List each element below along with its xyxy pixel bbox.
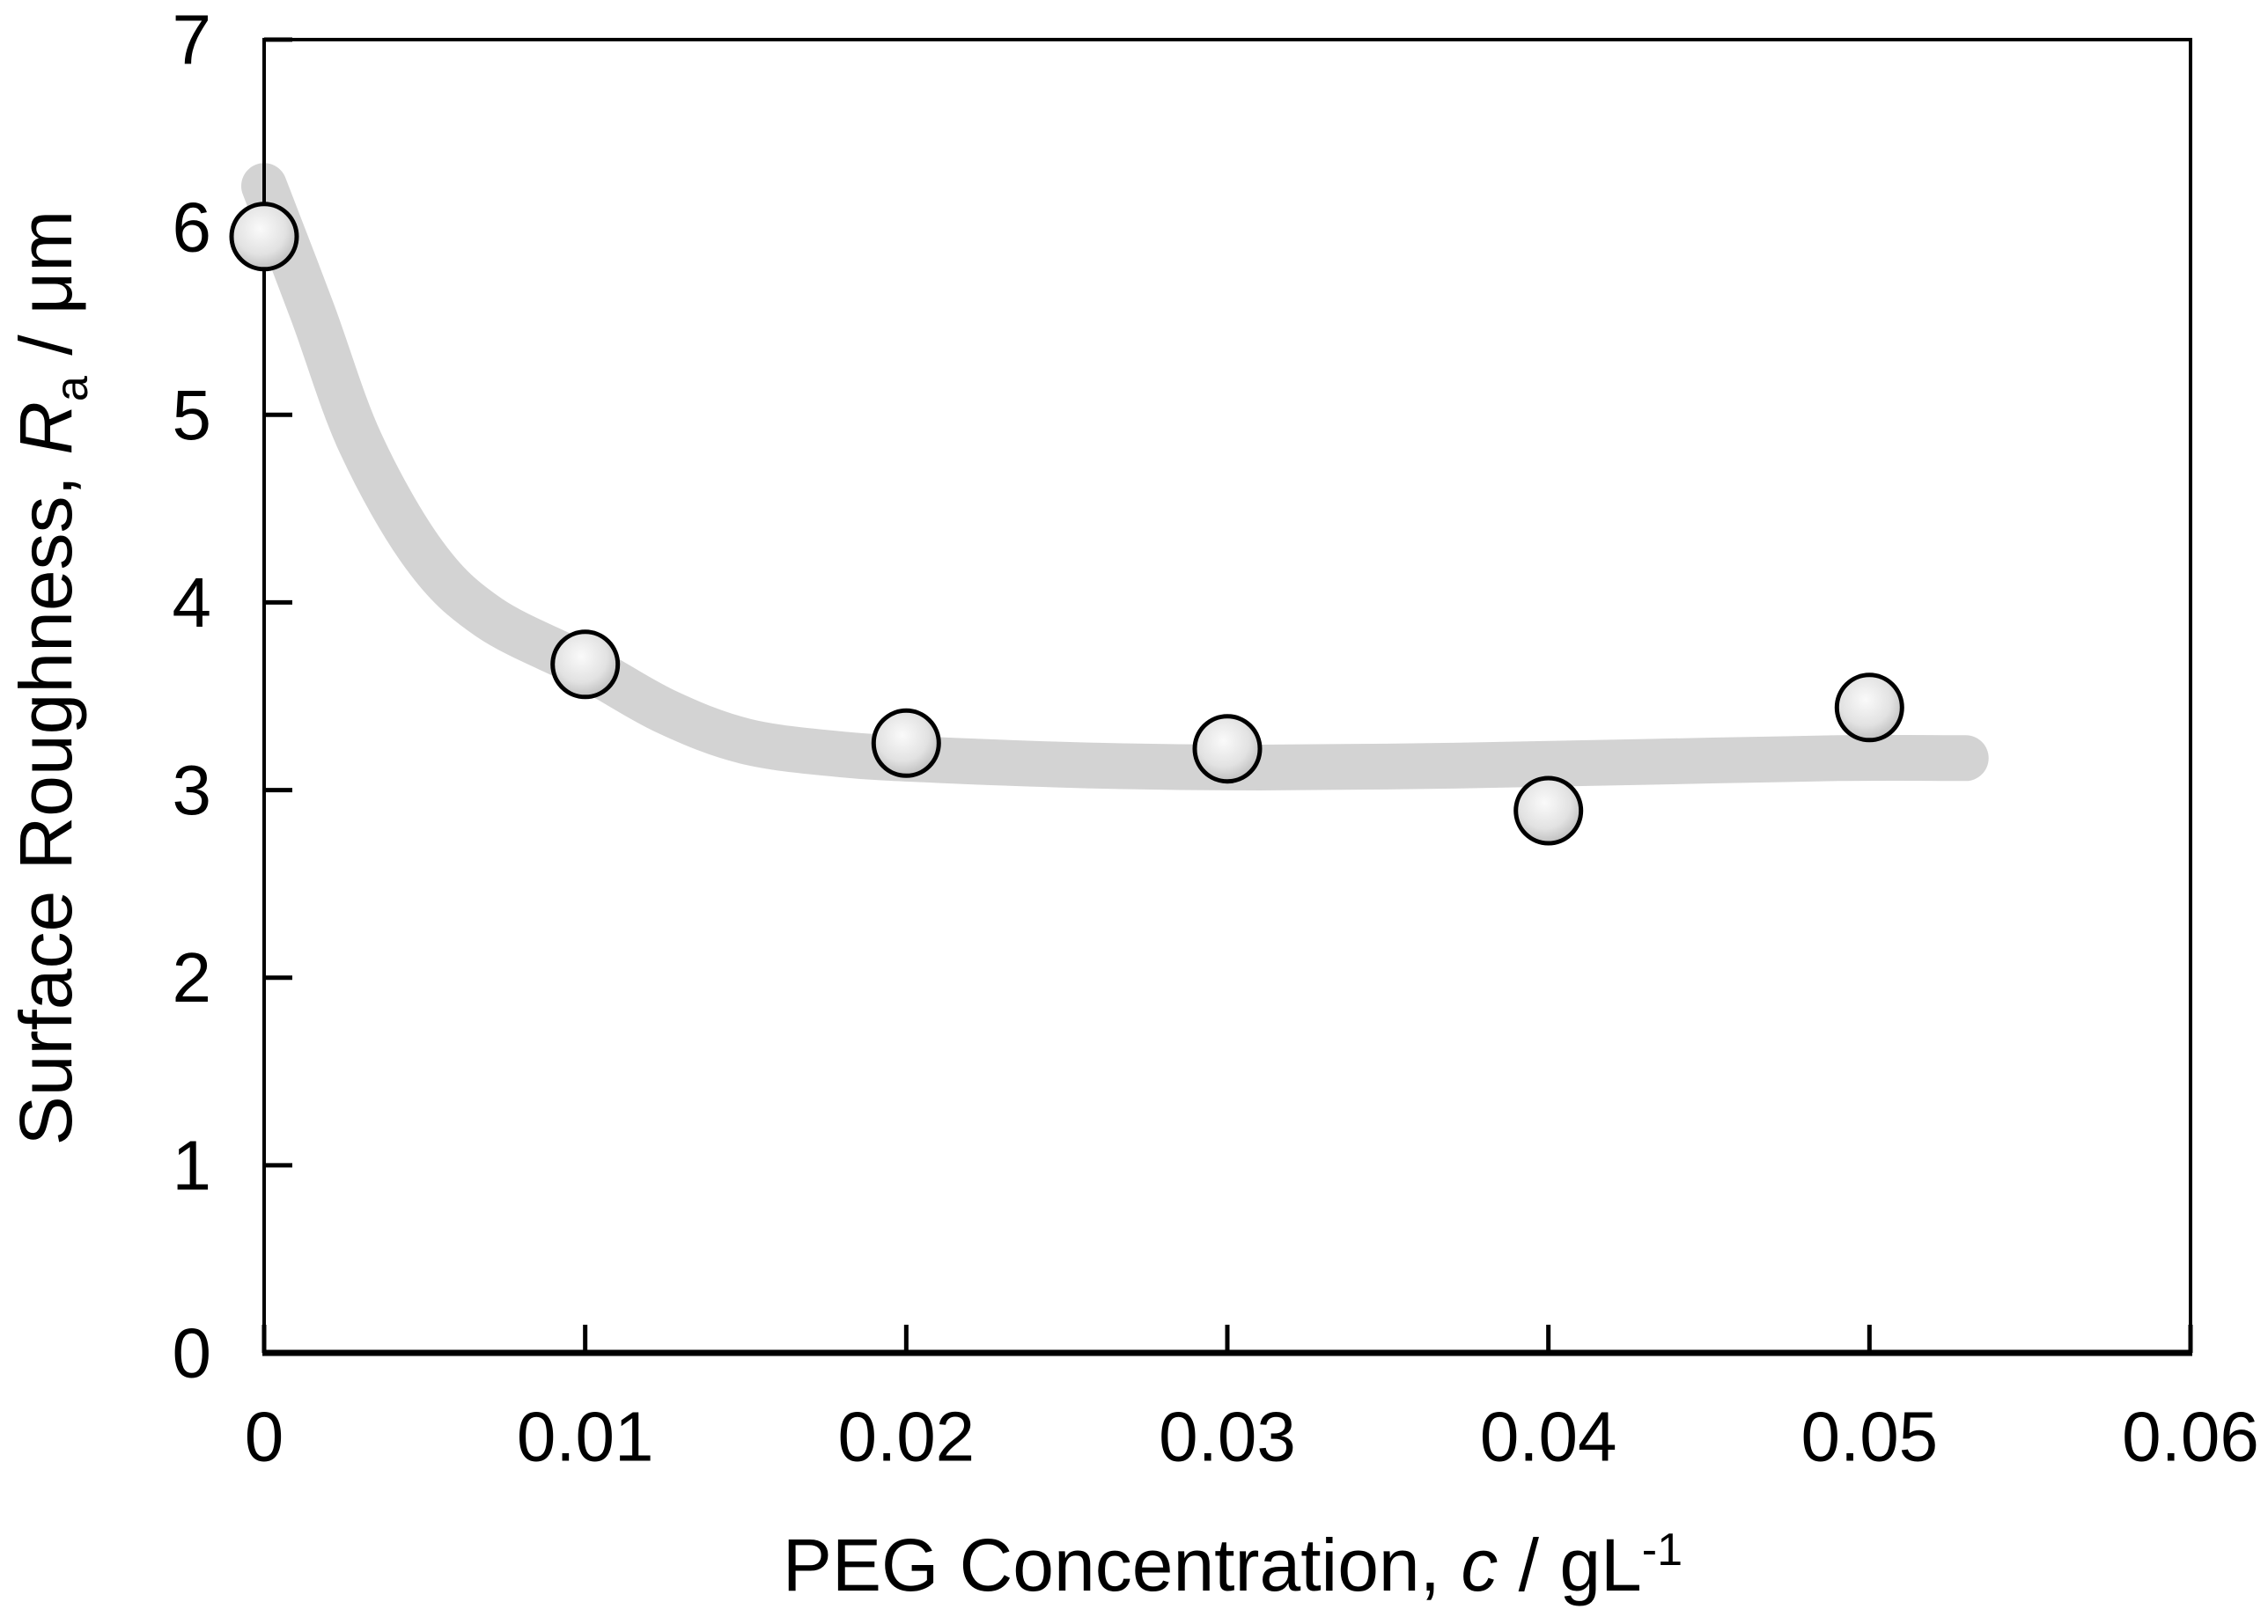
y-tick-label: 0 bbox=[173, 1314, 212, 1393]
data-point-marker bbox=[1513, 775, 1584, 846]
trend-curve bbox=[241, 163, 1989, 790]
y-tick-label: 2 bbox=[173, 938, 212, 1017]
y-tick-label: 5 bbox=[173, 376, 212, 454]
x-tick-label: 0 bbox=[245, 1398, 284, 1476]
tick-label-layer: 0 0.01 0.02 0.03 0.04 0.05 0.06 0 1 2 3 4 5 6 7 bbox=[173, 1, 2259, 1476]
y-axis-title-unit: / μm bbox=[4, 209, 87, 377]
x-axis-title-unit: / gL bbox=[1498, 1524, 1642, 1606]
y-tick-label: 1 bbox=[173, 1126, 212, 1204]
x-tick-label: 0.03 bbox=[1159, 1398, 1296, 1476]
y-tick-label: 6 bbox=[173, 188, 212, 267]
data-point-marker bbox=[229, 202, 299, 272]
data-point-marker bbox=[1834, 672, 1904, 743]
tick-layer bbox=[261, 37, 2193, 1356]
data-point-marker bbox=[1192, 714, 1263, 784]
y-tick-label: 3 bbox=[173, 751, 212, 829]
x-tick-label: 0.01 bbox=[517, 1398, 654, 1476]
y-tick-label: 7 bbox=[173, 1, 212, 79]
data-point-marker bbox=[550, 629, 621, 700]
x-tick-label: 0.06 bbox=[2122, 1398, 2259, 1476]
y-axis-title: Surface Roughness, Ra / μm bbox=[4, 210, 98, 1146]
frame-layer bbox=[262, 38, 2192, 1356]
x-tick-label: 0.04 bbox=[1480, 1398, 1617, 1476]
x-tick-label: 0.02 bbox=[837, 1398, 975, 1476]
y-tick-label: 4 bbox=[173, 563, 212, 642]
data-point-marker bbox=[871, 708, 941, 778]
x-axis-title-prefix: PEG Concentration, bbox=[782, 1524, 1462, 1606]
x-axis-title-symbol: c bbox=[1461, 1524, 1498, 1606]
x-axis-title: PEG Concentration, c / gL-1 bbox=[783, 1525, 1683, 1602]
y-axis-title-symbol: R bbox=[4, 401, 87, 455]
y-axis-title-prefix: Surface Roughness, bbox=[4, 454, 87, 1146]
x-tick-label: 0.05 bbox=[1800, 1398, 1938, 1476]
marker-layer bbox=[229, 202, 1904, 846]
x-axis-title-superscript: -1 bbox=[1641, 1525, 1683, 1576]
y-axis-title-subscript: a bbox=[46, 376, 98, 402]
trend-curve-layer bbox=[241, 163, 1989, 790]
